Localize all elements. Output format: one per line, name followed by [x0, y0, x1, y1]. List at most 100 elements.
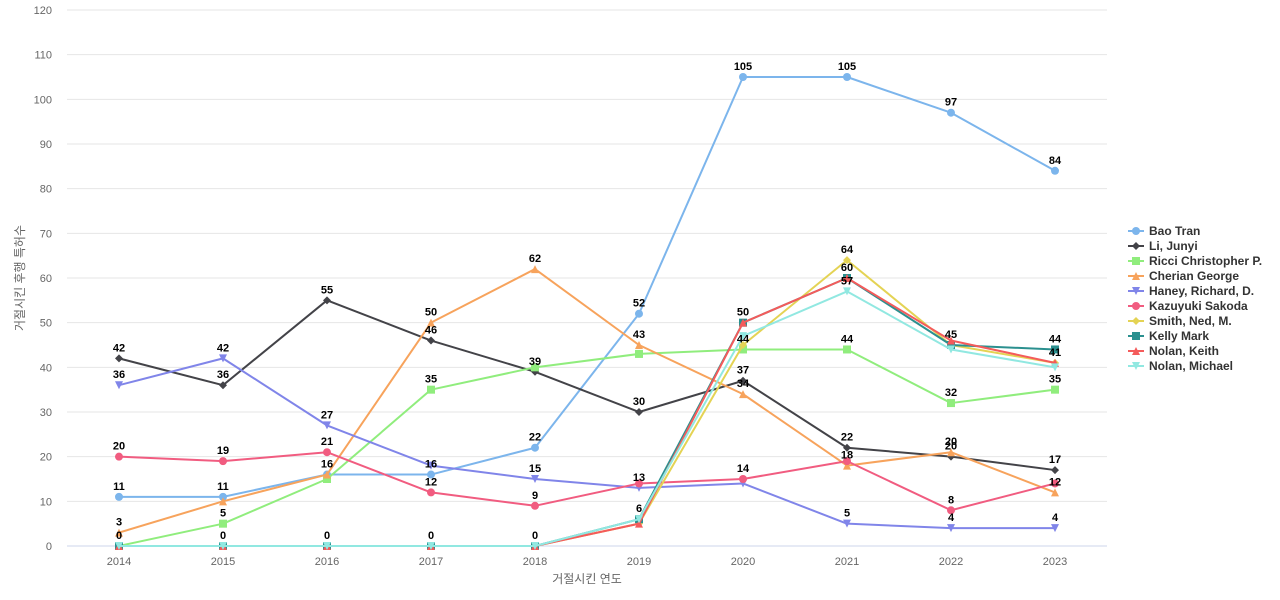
y-tick-label: 80	[40, 184, 52, 196]
legend-label: Ricci Christopher P.	[1149, 254, 1262, 268]
x-tick-label: 2019	[627, 556, 651, 568]
y-tick-label: 10	[40, 496, 52, 508]
data-label: 0	[220, 530, 226, 542]
legend-item-haney-richard-d[interactable]: Haney, Richard, D.	[1128, 284, 1254, 298]
data-point	[947, 345, 955, 354]
data-point	[739, 73, 747, 81]
data-label: 27	[321, 409, 333, 421]
legend-symbol	[1132, 317, 1140, 325]
data-label: 55	[321, 284, 333, 296]
y-tick-label: 90	[40, 139, 52, 151]
data-point	[739, 332, 747, 341]
legend-label: Cherian George	[1149, 269, 1239, 283]
data-label: 0	[428, 530, 434, 542]
data-label: 20	[945, 436, 957, 448]
data-point	[635, 341, 643, 349]
data-point	[947, 108, 955, 117]
series-layer	[115, 73, 1059, 550]
data-point	[427, 318, 435, 327]
data-label: 57	[841, 275, 853, 287]
x-tick-label: 2015	[211, 556, 235, 568]
x-tick-label: 2014	[107, 556, 131, 568]
data-point	[323, 470, 331, 479]
y-tick-label: 60	[40, 273, 52, 285]
data-point	[947, 448, 955, 457]
data-label: 52	[633, 298, 645, 310]
legend-item-nolan-michael[interactable]: Nolan, Michael	[1128, 359, 1233, 373]
data-point	[843, 519, 851, 528]
data-label: 0	[532, 530, 538, 542]
data-point	[739, 376, 747, 385]
data-point	[739, 475, 747, 483]
legend-symbol	[1132, 242, 1140, 250]
x-tick-label: 2021	[835, 556, 859, 568]
legend-item-li-junyi[interactable]: Li, Junyi	[1128, 239, 1198, 253]
data-point	[1051, 166, 1059, 175]
data-label: 15	[529, 463, 541, 475]
data-point	[843, 461, 851, 470]
legend-item-kazuyuki-sakoda[interactable]: Kazuyuki Sakoda	[1128, 299, 1248, 313]
series-haney-richard-d	[115, 354, 1059, 533]
data-point	[531, 542, 539, 550]
data-label: 16	[425, 459, 437, 471]
x-tick-label: 2022	[939, 556, 963, 568]
data-label: 42	[217, 342, 229, 354]
data-label: 17	[1049, 454, 1061, 466]
legend-label: Bao Tran	[1149, 224, 1200, 238]
data-point	[219, 497, 227, 506]
data-point	[531, 265, 539, 274]
data-label: 50	[425, 307, 437, 319]
legend-symbol	[1132, 347, 1140, 355]
y-axis-title: 거절시킨 후행 특허수	[12, 225, 27, 331]
data-label: 18	[841, 450, 853, 462]
x-tick-label: 2023	[1043, 556, 1067, 568]
data-point	[635, 408, 643, 416]
data-label: 11	[113, 481, 125, 493]
data-label: 9	[532, 490, 538, 502]
legend-symbol	[1132, 302, 1140, 310]
data-point	[115, 492, 123, 501]
series-ricci-christopher-p	[115, 345, 1059, 550]
data-label: 105	[838, 61, 856, 73]
legend-item-ricci-christopher-p[interactable]: Ricci Christopher P.	[1128, 254, 1262, 268]
data-point	[635, 519, 643, 528]
data-label: 43	[633, 329, 645, 341]
data-point	[427, 385, 435, 394]
data-label: 16	[321, 459, 333, 471]
data-label: 36	[113, 369, 125, 381]
y-tick-label: 40	[40, 362, 52, 374]
data-label: 97	[945, 97, 957, 109]
data-point	[115, 528, 123, 537]
data-label: 3	[116, 517, 122, 529]
data-point	[323, 475, 331, 483]
data-label: 6	[636, 503, 642, 515]
series-line	[118, 268, 1056, 534]
data-point	[739, 390, 747, 399]
data-point	[947, 341, 955, 349]
legend-symbol	[1132, 287, 1140, 295]
legend-item-bao-tran[interactable]: Bao Tran	[1128, 224, 1200, 238]
legend-item-nolan-keith[interactable]: Nolan, Keith	[1128, 344, 1219, 358]
y-tick-label: 0	[46, 541, 52, 553]
data-label: 50	[737, 307, 749, 319]
legend-symbol	[1132, 227, 1140, 235]
data-label: 0	[116, 530, 122, 542]
data-point	[219, 354, 227, 363]
legend-item-kelly-mark[interactable]: Kelly Mark	[1128, 329, 1209, 343]
data-point	[635, 479, 643, 488]
x-axis-ticks: 2014 2015 2016 2017 2018 2019 2020 2021 2022 2023	[107, 556, 1067, 568]
series-bao-tran	[115, 73, 1059, 501]
legend-item-smith-ned-m[interactable]: Smith, Ned, M.	[1128, 314, 1232, 328]
data-point	[1051, 345, 1059, 354]
legend-item-cherian-george[interactable]: Cherian George	[1128, 269, 1239, 283]
data-point	[531, 475, 539, 483]
legend-label: Haney, Richard, D.	[1149, 284, 1254, 298]
data-label: 32	[945, 387, 957, 399]
data-label: 5	[844, 508, 850, 520]
data-point	[635, 309, 643, 318]
data-label: 35	[1049, 374, 1061, 386]
data-point	[739, 345, 747, 354]
data-point	[843, 256, 851, 265]
